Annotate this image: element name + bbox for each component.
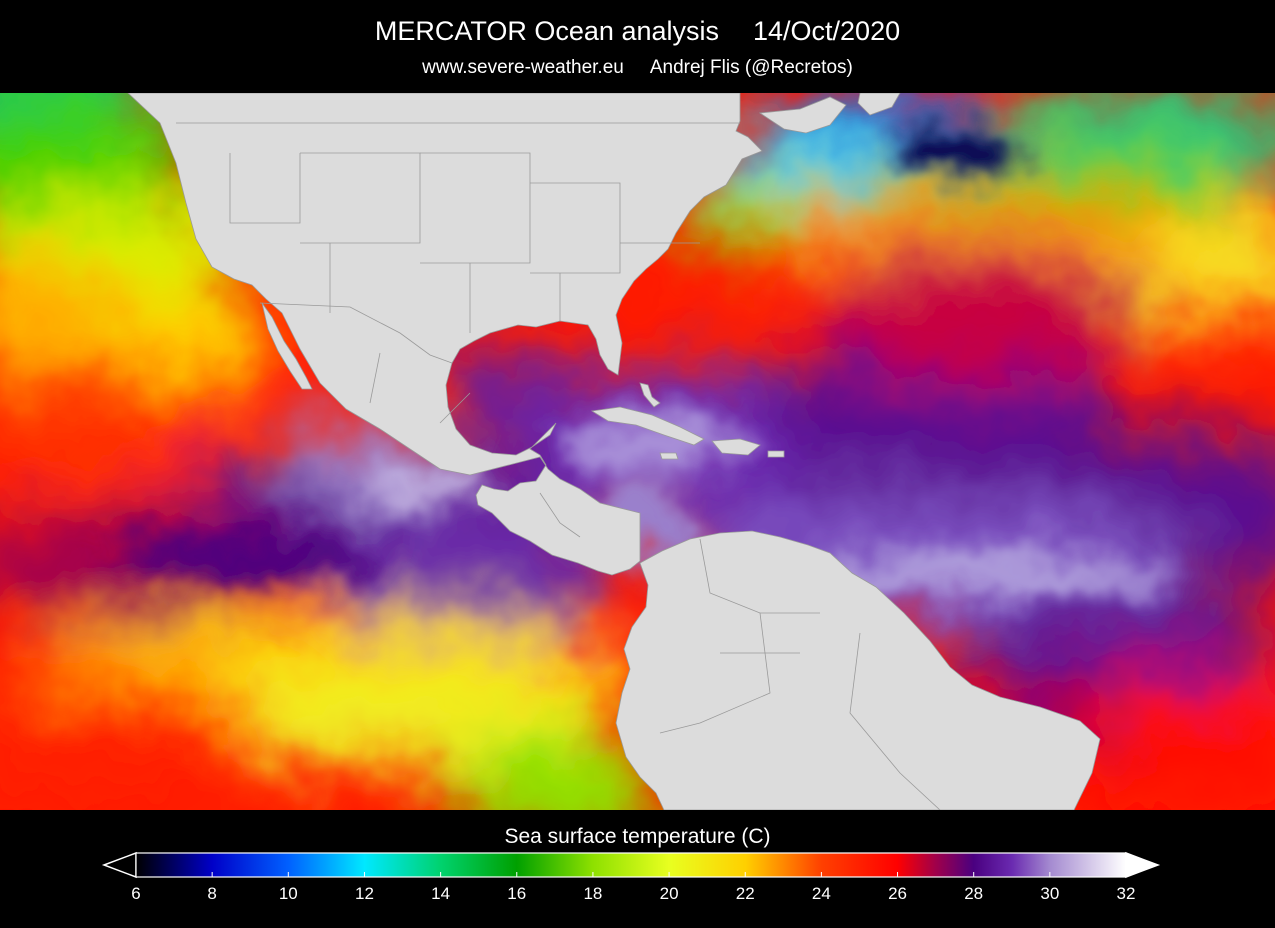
labrador [857, 93, 901, 116]
colorbar-title: Sea surface temperature (C) [504, 825, 771, 848]
title-row: MERCATOR Ocean analysis 14/Oct/2020 [0, 14, 1275, 48]
colorbar-tick-label: 20 [660, 884, 679, 903]
colorbar: 6 8 10 12 14 16 18 20 22 24 26 28 30 32 [101, 851, 1161, 903]
colorbar-tick-label: 28 [964, 884, 983, 903]
map-header: MERCATOR Ocean analysis 14/Oct/2020 www.s… [0, 0, 1275, 93]
colorbar-tick-label: 12 [355, 884, 374, 903]
analysis-date: 14/Oct/2020 [753, 16, 901, 46]
colorbar-tick-label: 22 [736, 884, 755, 903]
colorbar-tick-label: 26 [888, 884, 907, 903]
colorbar-right-arrow [1125, 851, 1161, 879]
sst-map-canvas [0, 93, 1275, 810]
puerto-rico [767, 450, 785, 458]
sst-map [0, 93, 1275, 810]
hispaniola [711, 438, 761, 456]
credit-row: www.severe-weather.eu Andrej Flis (@Recre… [0, 56, 1275, 80]
colorbar-gradient [135, 852, 1127, 878]
website-credit: www.severe-weather.eu [422, 57, 624, 78]
colorbar-tick-label: 24 [812, 884, 831, 903]
colorbar-tick-label: 8 [207, 884, 216, 903]
newfoundland [758, 96, 847, 134]
colorbar-tick-label: 32 [1117, 884, 1136, 903]
bahamas [639, 382, 661, 408]
jamaica [659, 452, 679, 460]
north-america [127, 93, 763, 576]
author-credit: Andrej Flis (@Recretos) [649, 57, 853, 78]
colorbar-tick-label: 30 [1040, 884, 1059, 903]
political-borders [176, 122, 941, 810]
land-masses [127, 93, 1101, 810]
map-title: MERCATOR Ocean analysis [374, 16, 719, 46]
baja-california [261, 302, 313, 390]
colorbar-panel: Sea surface temperature (C) 6 8 10 12 14 16 18… [0, 810, 1275, 928]
colorbar-left-arrow [101, 851, 137, 879]
colorbar-tick-label: 10 [279, 884, 298, 903]
colorbar-ticks: 6 8 10 12 14 16 18 20 22 24 26 28 30 32 [131, 872, 1135, 903]
colorbar-tick-label: 6 [131, 884, 140, 903]
cuba [590, 406, 705, 446]
south-america [615, 530, 1101, 810]
colorbar-tick-label: 14 [431, 884, 450, 903]
colorbar-tick-label: 16 [507, 884, 526, 903]
colorbar-tick-label: 18 [583, 884, 602, 903]
